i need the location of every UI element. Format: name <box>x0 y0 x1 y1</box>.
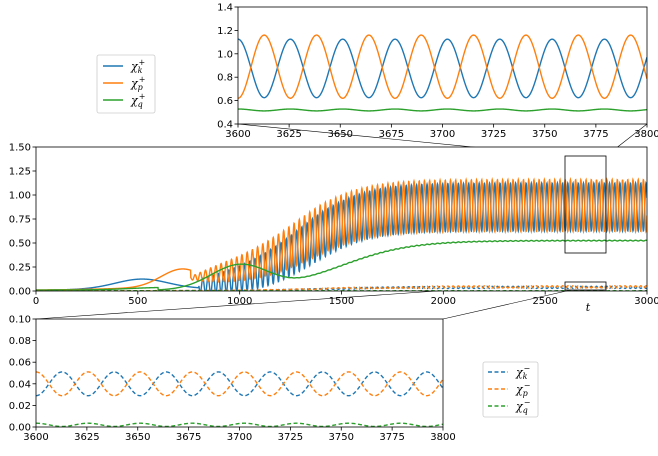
top-inset-xtick-label: 3775 <box>583 129 608 140</box>
legend-plus-label-2: χq+ <box>130 92 146 109</box>
main-xtick-label: 2000 <box>431 296 456 307</box>
zoom-box-lower <box>564 281 607 291</box>
bottom-inset-ytick-label: 0.02 <box>9 401 31 412</box>
bottom-inset-series-1 <box>36 371 443 397</box>
bottom-inset-background <box>36 319 443 427</box>
legend-minus-label-0: χk− <box>515 364 530 381</box>
bottom-inset-xtick-label: 3800 <box>430 432 455 443</box>
main-series-2 <box>36 239 647 291</box>
main-ytick-label: 1.25 <box>9 167 31 178</box>
top-inset-ytick-label: 1.2 <box>217 26 233 37</box>
legend-minus: χk−χp−χq− <box>482 361 539 418</box>
main-ytick-label: 0.00 <box>9 287 31 298</box>
main-series-0 <box>36 180 647 291</box>
main-ytick-label: 0.50 <box>9 239 31 250</box>
bottom-inset-ytick-label: 0.08 <box>9 336 31 347</box>
top-inset-xtick-label: 3600 <box>225 129 250 140</box>
top-inset-series-1 <box>238 34 647 99</box>
top-inset-ytick-label: 1.4 <box>217 3 233 14</box>
main-ytick-label: 0.25 <box>9 263 31 274</box>
zoom-box-upper <box>564 155 607 254</box>
main-plot: 0 500 1000 1500 2000 2500 3000 0.00 0.25 0.50 0.75… <box>9 143 658 315</box>
top-inset-series-0 <box>238 38 647 99</box>
legend-plus: χk+χp+χq+ <box>96 54 156 114</box>
legend-minus-label-1: χp− <box>515 381 531 398</box>
main-xtick-label: 1500 <box>329 296 354 307</box>
top-inset-xtick-label: 3750 <box>532 129 557 140</box>
bottom-inset-xtick-label: 3675 <box>176 432 201 443</box>
main-xtick-label: 2500 <box>532 296 557 307</box>
top-inset-background <box>238 7 647 124</box>
legend-plus-label-0: χk+ <box>130 58 145 75</box>
bottom-inset-ytick-label: 0.10 <box>9 315 31 326</box>
bottom-inset-xtick-label: 3650 <box>125 432 150 443</box>
bottom-inset-series-2 <box>36 422 443 427</box>
bottom-inset-xtick-label: 3700 <box>227 432 252 443</box>
top-inset-ytick-label: 0.6 <box>217 96 233 107</box>
bottom-inset-ytick-label: 0.06 <box>9 358 31 369</box>
legend-plus-frame <box>96 54 156 114</box>
bottom-inset-xtick-label: 3750 <box>329 432 354 443</box>
bottom-inset-plot: 3600 3625 3650 3675 3700 3725 3750 3775 3800 0.00… <box>9 315 456 444</box>
top-inset-xtick-label: 3725 <box>481 129 506 140</box>
bottom-inset-xtick-label: 3625 <box>74 432 99 443</box>
bottom-inset-xtick-label: 3775 <box>379 432 404 443</box>
main-ytick-label: 1.50 <box>9 143 31 154</box>
main-xtick-label: 500 <box>128 296 147 307</box>
legend-plus-label-1: χp+ <box>130 75 146 92</box>
top-inset-xtick-label: 3675 <box>379 129 404 140</box>
main-xlabel: t <box>586 301 591 314</box>
top-inset-xtick-label: 3650 <box>328 129 353 140</box>
main-xtick-label: 0 <box>33 296 39 307</box>
bottom-inset-ytick-label: 0.04 <box>9 379 31 390</box>
top-inset-series-2 <box>238 108 647 112</box>
top-inset-ytick-label: 0.4 <box>217 120 233 131</box>
main-ytick-label: 1.00 <box>9 191 31 202</box>
bottom-inset-ytick-label: 0.00 <box>9 423 31 434</box>
top-inset-plot: 3600 3625 3650 3675 3700 3725 3750 3775 3800 0.4 0… <box>217 3 658 141</box>
main-xtick-label: 3000 <box>634 296 658 307</box>
main-xtick-label: 1000 <box>227 296 252 307</box>
bottom-inset-xtick-label: 3725 <box>278 432 303 443</box>
top-inset-xtick-label: 3625 <box>276 129 301 140</box>
legend-minus-frame <box>482 361 539 418</box>
main-ytick-label: 0.75 <box>9 215 31 226</box>
bottom-inset-series-0 <box>36 371 443 397</box>
top-inset-ytick-label: 1.0 <box>217 49 233 60</box>
top-inset-xtick-label: 3700 <box>430 129 455 140</box>
legend-minus-label-2: χq− <box>515 398 531 415</box>
top-inset-ytick-label: 0.8 <box>217 73 233 84</box>
top-inset-xtick-label: 3800 <box>634 129 658 140</box>
main-series-1 <box>36 176 647 291</box>
bottom-inset-xtick-label: 3600 <box>23 432 48 443</box>
